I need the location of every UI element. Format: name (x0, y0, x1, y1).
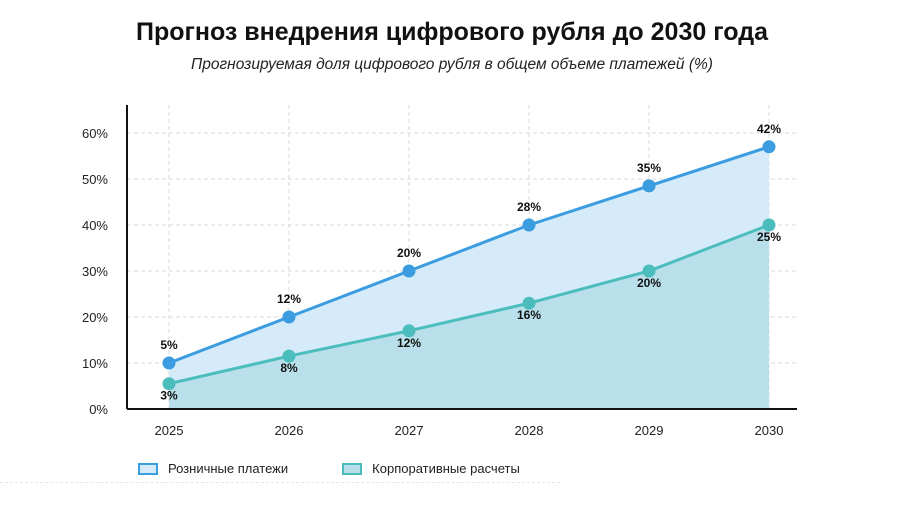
y-tick-label: 30% (82, 264, 108, 279)
x-tick-label: 2025 (155, 423, 184, 438)
y-tick-label: 60% (82, 126, 108, 141)
bottom-divider (0, 482, 560, 483)
legend: Розничные платежи Корпоративные расчеты (138, 461, 520, 476)
data-label-corporate: 16% (517, 308, 541, 322)
x-tick-label: 2029 (635, 423, 664, 438)
point-retail (642, 179, 656, 193)
legend-item-retail: Розничные платежи (138, 461, 288, 476)
x-tick-label: 2027 (395, 423, 424, 438)
legend-label-corporate: Корпоративные расчеты (372, 461, 520, 476)
data-label-retail: 20% (397, 246, 421, 260)
data-label-retail: 42% (757, 122, 781, 136)
chart-title: Прогноз внедрения цифрового рубля до 203… (135, 18, 769, 46)
point-retail (162, 356, 176, 370)
line-retail (168, 145, 770, 365)
legend-swatch-corporate (342, 462, 363, 475)
data-label-retail: 28% (517, 200, 541, 214)
data-label-retail: 5% (160, 338, 178, 352)
x-tick-label: 2028 (515, 423, 544, 438)
line-corporate (168, 223, 770, 386)
legend-swatch-retail (138, 462, 158, 475)
y-tick-label: 40% (82, 218, 108, 233)
x-tick-label: 2026 (275, 423, 304, 438)
point-corporate (762, 218, 776, 232)
point-corporate (402, 324, 416, 338)
point-retail (402, 264, 416, 278)
point-retail (282, 310, 296, 324)
data-label-retail: 12% (277, 292, 301, 306)
y-tick-label: 20% (82, 310, 108, 325)
data-label-corporate: 25% (757, 230, 781, 244)
data-label-retail: 35% (637, 161, 661, 175)
data-label-corporate: 12% (397, 336, 421, 350)
data-label-corporate: 8% (280, 361, 298, 375)
point-corporate (282, 349, 296, 363)
point-corporate (162, 377, 176, 391)
chart-subtitle: Прогнозируемая доля цифрового рубля в об… (191, 56, 713, 73)
point-corporate (522, 296, 536, 310)
point-retail (762, 140, 776, 154)
data-label-corporate: 20% (637, 276, 661, 290)
data-label-corporate: 3% (160, 389, 178, 403)
point-corporate (642, 264, 656, 278)
y-tick-label: 0% (89, 402, 108, 417)
legend-label-retail: Розничные платежи (168, 461, 289, 476)
legend-item-corporate: Корпоративные расчеты (342, 461, 520, 476)
y-tick-label: 50% (82, 172, 108, 187)
point-retail (522, 218, 536, 232)
x-tick-label: 2030 (755, 423, 784, 438)
y-tick-label: 10% (82, 356, 108, 371)
